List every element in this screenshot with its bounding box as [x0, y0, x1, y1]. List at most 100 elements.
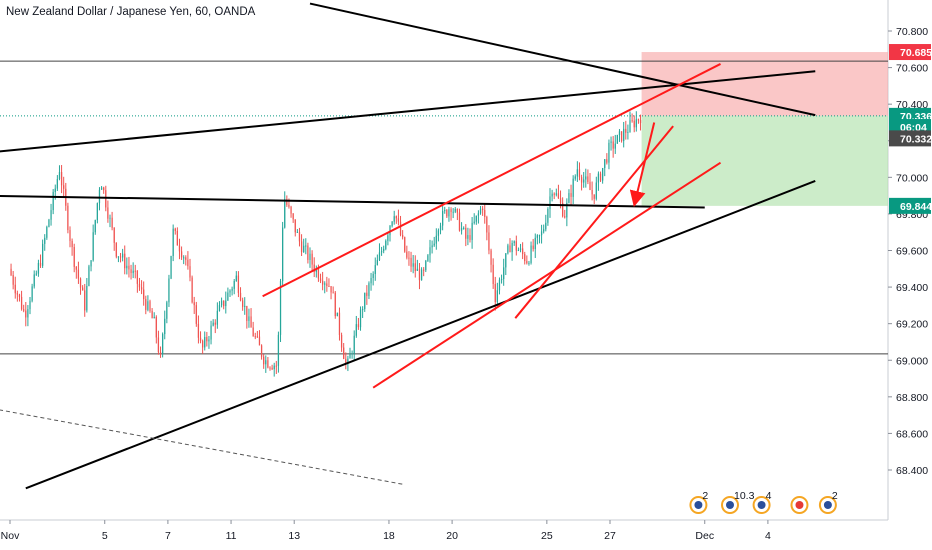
candle: [385, 240, 387, 249]
candle: [324, 283, 326, 285]
candle: [482, 208, 484, 211]
candle: [183, 257, 185, 259]
candle: [296, 231, 298, 233]
candle: [35, 273, 37, 275]
candle: [557, 193, 560, 199]
candle: [343, 347, 345, 359]
candle: [366, 292, 368, 296]
event-marker-3: [790, 496, 809, 514]
candle: [490, 250, 492, 265]
candle: [48, 219, 50, 227]
candle: [149, 301, 151, 311]
candle: [494, 284, 496, 303]
candle: [50, 210, 52, 220]
candle: [140, 287, 143, 290]
candle: [620, 131, 623, 142]
candle: [467, 235, 469, 239]
candle: [448, 209, 450, 217]
candle: [580, 177, 583, 183]
candle: [27, 309, 29, 318]
candle: [458, 212, 461, 231]
candle: [307, 245, 309, 260]
price-badge-bg: [889, 44, 931, 61]
candle: [176, 230, 178, 246]
candle: [397, 218, 400, 222]
candle: [282, 227, 284, 282]
candle: [260, 345, 263, 357]
candle: [227, 292, 229, 301]
candle: [248, 316, 250, 321]
candle: [33, 274, 35, 287]
trendline-red-4: [262, 63, 721, 298]
candle: [193, 302, 195, 306]
candle: [509, 245, 511, 253]
candle: [500, 279, 503, 281]
candle: [383, 248, 385, 251]
price-badge-label: 70.685: [900, 47, 932, 59]
candle: [178, 245, 181, 252]
candle: [23, 309, 25, 311]
x-tick-label: 4: [765, 530, 771, 542]
candle: [614, 143, 616, 149]
horizontal-levels: [0, 60, 888, 355]
candle: [572, 178, 574, 197]
candle: [608, 142, 610, 163]
candle: [166, 302, 168, 319]
candle: [117, 256, 120, 258]
candle: [587, 176, 589, 182]
x-tick-label: 27: [604, 530, 616, 542]
candle: [524, 254, 526, 262]
candle: [340, 334, 343, 348]
y-tick-label: 68.600: [896, 428, 928, 440]
candle: [376, 259, 378, 266]
candle: [18, 294, 21, 297]
candle: [442, 211, 444, 226]
candle: [629, 120, 631, 132]
candle: [414, 263, 416, 271]
candle: [63, 185, 65, 189]
event-count: 10.3: [734, 490, 755, 502]
candle: [202, 340, 204, 348]
candle: [545, 222, 547, 230]
candle: [225, 300, 227, 307]
candle: [246, 305, 248, 321]
candle: [164, 318, 166, 335]
x-tick-label: 11: [226, 530, 237, 542]
candle: [77, 269, 80, 279]
candle: [44, 237, 46, 244]
candle: [195, 305, 197, 324]
candle: [252, 327, 254, 337]
candle: [187, 259, 189, 267]
candle: [319, 278, 322, 281]
candle: [143, 289, 145, 300]
candle: [623, 128, 625, 142]
candle: [231, 288, 233, 291]
candle: [275, 365, 277, 367]
dashed-line-0: [0, 409, 405, 486]
candle: [109, 217, 111, 219]
trendline-red-6: [514, 125, 674, 319]
trendline-black-3: [0, 194, 705, 209]
candle: [349, 354, 351, 359]
candle: [155, 316, 157, 338]
candle: [14, 284, 16, 294]
candle-series: [10, 111, 642, 377]
candle: [538, 235, 541, 237]
candle: [37, 262, 40, 274]
candle: [239, 292, 242, 301]
candle: [625, 128, 627, 133]
candle: [372, 273, 374, 279]
candle: [273, 365, 275, 370]
candle: [507, 245, 509, 254]
candle: [292, 213, 294, 220]
candle: [425, 260, 427, 271]
event-dot-icon: [823, 501, 832, 509]
candle: [420, 269, 423, 281]
candle: [298, 231, 301, 242]
time-axis: Nov 5 7 11 13 18 20 25 27 Dec 4: [1, 520, 771, 542]
candle: [79, 278, 82, 288]
candle: [511, 243, 513, 253]
candle: [124, 253, 126, 269]
candle: [559, 198, 562, 203]
